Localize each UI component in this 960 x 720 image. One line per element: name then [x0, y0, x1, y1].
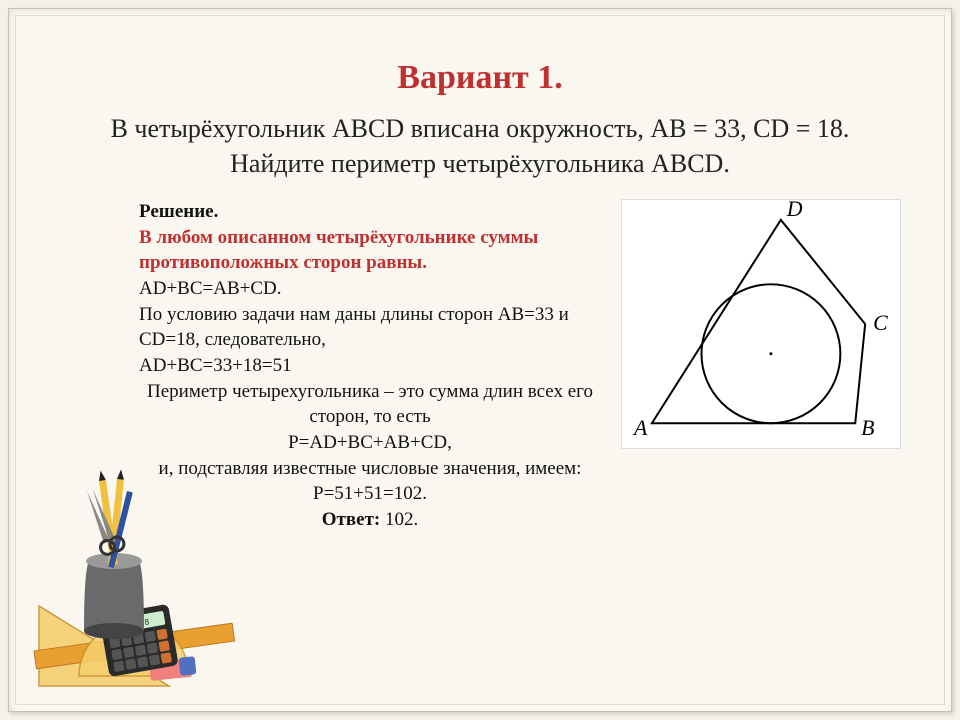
svg-text:B: B [861, 416, 874, 440]
problem-statement: В четырёхугольник ABCD вписана окружност… [39, 111, 921, 181]
solution-line: Периметр четырехугольника – это сумма дл… [139, 379, 601, 430]
svg-text:C: C [873, 311, 888, 335]
svg-text:D: D [786, 199, 803, 221]
stationery-clipart: 12345678 [29, 451, 249, 691]
geometry-figure: A B C D [621, 199, 911, 532]
solution-line: AD+BC=33+18=51 [139, 353, 601, 379]
solution-heading: Решение. [139, 201, 218, 222]
solution-theorem: В любом описанном четырёхугольнике суммы… [139, 225, 601, 276]
slide-content: Вариант 1. В четырёхугольник ABCD вписан… [39, 39, 921, 681]
page-frame: Вариант 1. В четырёхугольник ABCD вписан… [8, 8, 952, 712]
solution-line: По условию задачи нам даны длины сторон … [139, 302, 601, 353]
solution-line: AD+BC=AB+CD. [139, 276, 601, 302]
slide-title: Вариант 1. [39, 59, 921, 97]
answer-value: 102. [385, 509, 418, 530]
svg-text:A: A [632, 416, 648, 440]
answer-label: Ответ: [322, 509, 380, 530]
quadrilateral-incircle-diagram: A B C D [621, 199, 901, 449]
